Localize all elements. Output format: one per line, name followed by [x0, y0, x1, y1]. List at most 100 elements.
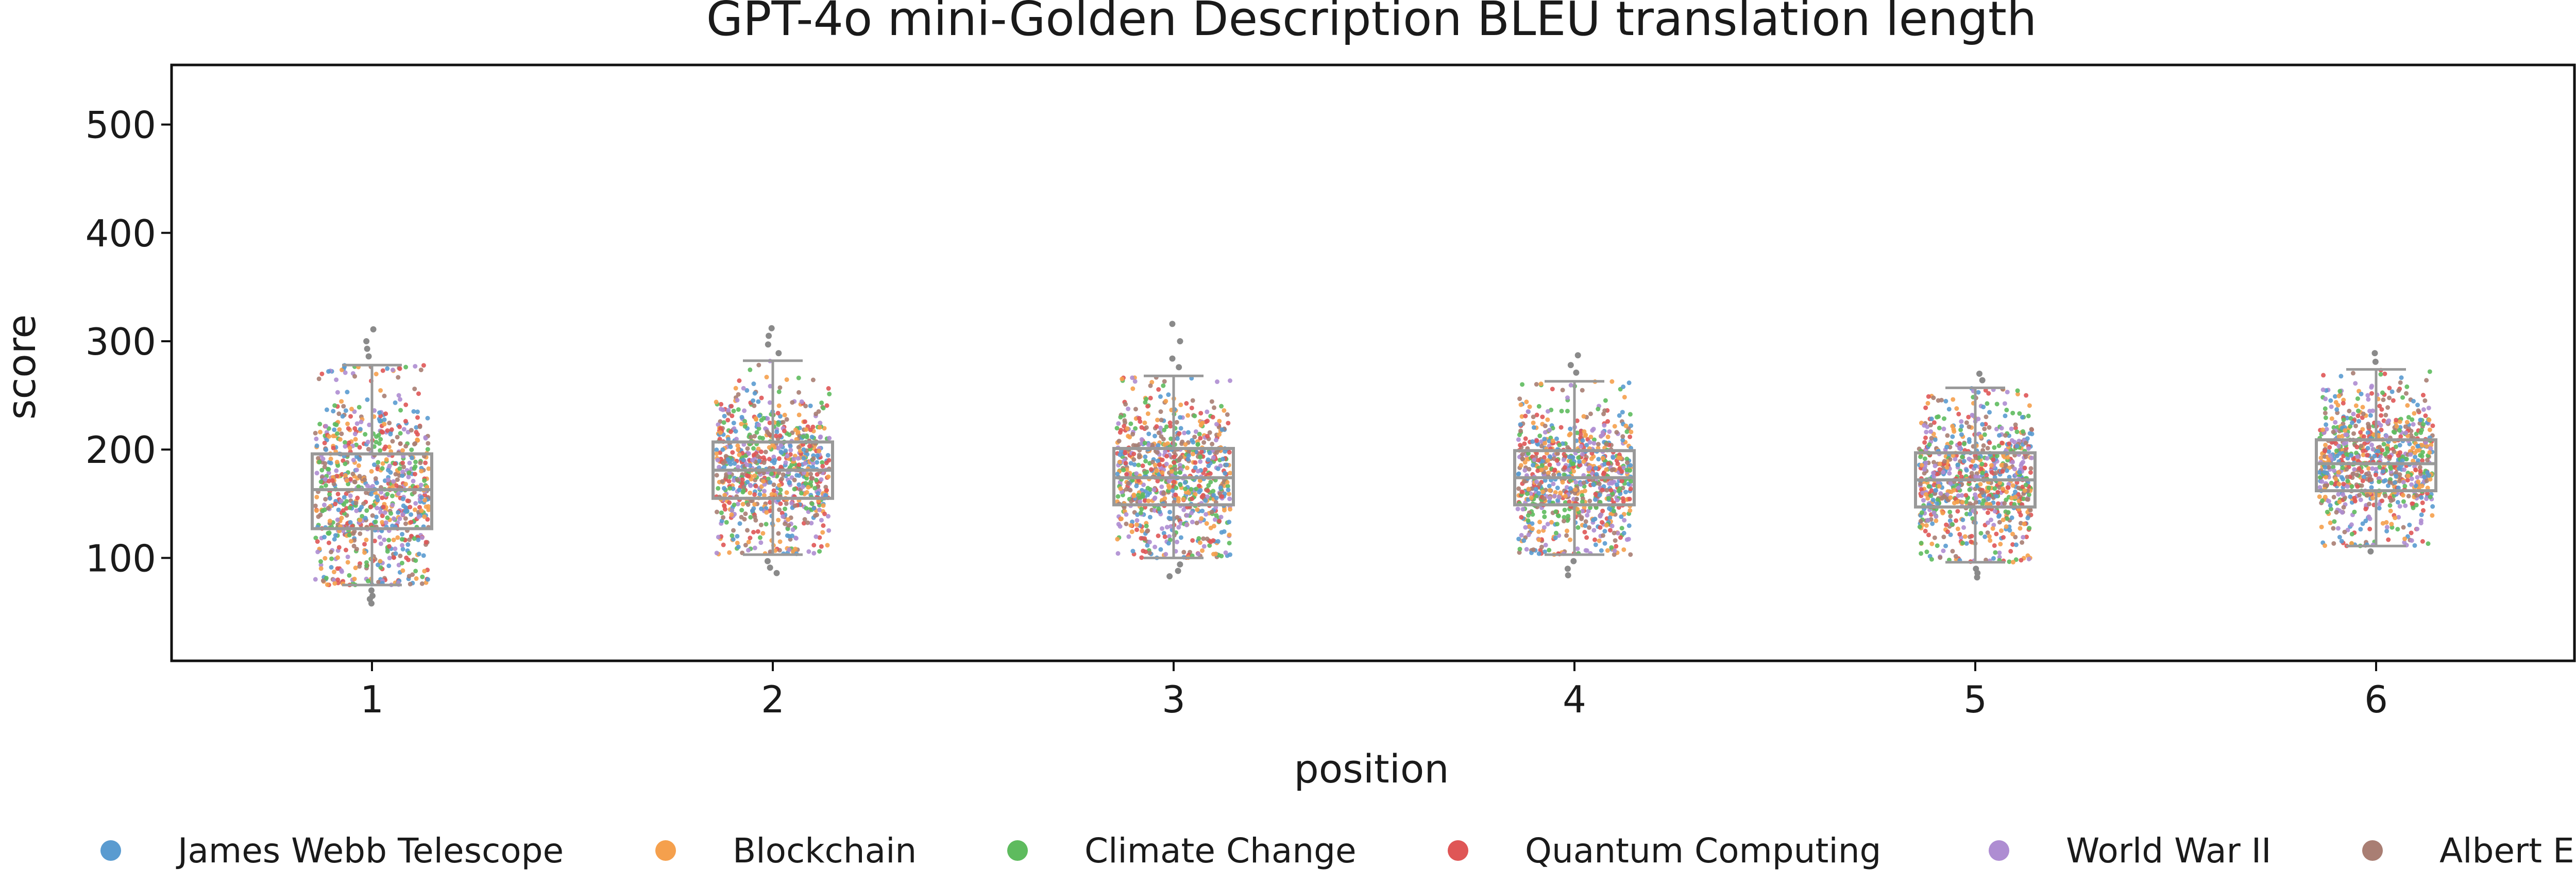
strip-point: [317, 459, 322, 464]
strip-point: [1948, 532, 1953, 537]
strip-point: [1536, 458, 1541, 463]
strip-point: [760, 531, 766, 536]
strip-point: [1948, 495, 1953, 500]
box-plot-2: [711, 359, 834, 556]
strip-point: [2345, 484, 2350, 489]
strip-point: [1220, 457, 1225, 462]
strip-point: [1133, 443, 1139, 448]
strip-point: [2348, 424, 2353, 429]
strip-point: [1158, 425, 1163, 430]
strip-point: [1190, 520, 1195, 525]
strip-point: [1539, 544, 1544, 549]
strip-point: [1606, 496, 1611, 501]
strip-point: [1621, 547, 1626, 552]
strip-point: [1185, 413, 1191, 418]
strip-point: [2329, 480, 2334, 486]
strip-point: [1214, 495, 1219, 501]
strip-point: [1588, 505, 1593, 510]
strip-point: [1526, 451, 1531, 456]
strip-point: [2396, 388, 2401, 393]
strip-point: [1562, 507, 1567, 512]
strip-point: [2373, 472, 2378, 477]
strip-point: [740, 477, 745, 482]
strip-point: [1227, 496, 1232, 502]
strip-point: [378, 437, 383, 442]
strip-point: [398, 431, 403, 436]
strip-point: [2326, 498, 2331, 504]
strip-point: [348, 493, 353, 498]
strip-point: [1941, 426, 1946, 431]
strip-point: [778, 449, 784, 455]
strip-point: [341, 508, 346, 513]
strip-point: [2328, 520, 2333, 525]
strip-point: [739, 414, 744, 420]
strip-point: [2009, 438, 2014, 443]
strip-point: [1177, 462, 1182, 468]
strip-point: [415, 409, 420, 414]
strip-point: [382, 537, 387, 542]
strip-point: [2411, 422, 2416, 427]
strip-point: [1622, 394, 1627, 399]
strip-point: [741, 457, 746, 462]
strip-point: [1997, 513, 2002, 518]
strip-point: [1964, 541, 1969, 546]
strip-point: [425, 517, 430, 522]
strip-point: [1550, 387, 1555, 392]
strip-point: [1215, 379, 1220, 385]
strip-point: [776, 518, 781, 523]
outlier-point: [368, 600, 375, 607]
strip-point: [1976, 390, 1981, 395]
strip-point: [1939, 397, 1944, 403]
strip-point: [1522, 441, 1527, 446]
strip-point: [2350, 471, 2355, 476]
strip-point: [1198, 455, 1203, 460]
strip-point: [1227, 449, 1232, 455]
strip-point: [1214, 422, 1219, 427]
strip-point: [2404, 384, 2410, 389]
strip-point: [2354, 444, 2360, 449]
strip-point: [827, 391, 832, 396]
strip-point: [1918, 519, 1923, 524]
strip-point: [1516, 471, 1521, 476]
strip-point: [1576, 455, 1581, 460]
strip-point: [2351, 456, 2356, 461]
strip-point: [757, 535, 762, 540]
strip-point: [422, 569, 427, 574]
strip-point: [758, 540, 764, 545]
strip-point: [1574, 496, 1579, 502]
strip-point: [802, 471, 807, 476]
strip-point: [1145, 529, 1150, 534]
strip-point: [1121, 468, 1126, 473]
strip-point: [1959, 419, 1964, 424]
strip-point: [342, 440, 347, 445]
strip-point: [1178, 415, 1183, 420]
strip-point: [1970, 508, 1975, 513]
strip-point: [343, 547, 348, 553]
strip-point: [2415, 526, 2420, 531]
strip-point: [1139, 437, 1144, 442]
strip-point: [752, 473, 757, 478]
strip-point: [1214, 513, 1219, 518]
strip-point: [1609, 523, 1615, 528]
strip-point: [352, 374, 358, 379]
strip-point: [2321, 373, 2326, 378]
strip-point: [2365, 453, 2370, 458]
strip-point: [1542, 514, 1547, 520]
strip-point: [1195, 442, 1200, 447]
strip-point: [1535, 442, 1540, 447]
strip-point: [1139, 425, 1144, 430]
strip-point: [1225, 412, 1230, 417]
strip-point: [1947, 509, 1953, 514]
strip-point: [2324, 427, 2329, 432]
strip-point: [1190, 452, 1195, 457]
strip-point: [340, 414, 345, 419]
strip-point: [2349, 541, 2354, 546]
strip-point: [2014, 443, 2020, 448]
strip-point: [1190, 438, 1195, 443]
strip-point: [375, 506, 380, 511]
strip-point: [1560, 480, 1565, 485]
strip-point: [2399, 375, 2404, 380]
strip-point: [1563, 493, 1568, 498]
strip-point: [2405, 473, 2411, 478]
